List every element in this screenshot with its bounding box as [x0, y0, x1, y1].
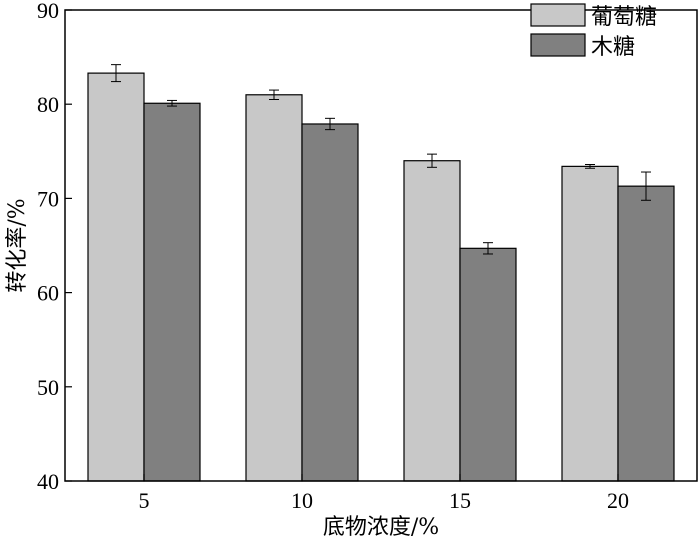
legend: 葡萄糖 木糖: [530, 3, 657, 60]
y-tick-label: 60: [37, 281, 59, 306]
y-axis-title: 转化率/%: [5, 198, 30, 292]
legend-label-glucose: 葡萄糖: [591, 5, 657, 30]
x-tick-label: 10: [291, 488, 313, 513]
y-tick-label: 80: [37, 92, 59, 117]
plot-frame: [64, 9, 698, 482]
legend-swatch-glucose: [530, 3, 586, 27]
y-tick-label: 40: [37, 469, 59, 494]
bar-series1-20: [617, 185, 675, 482]
bar-series1-5: [143, 102, 201, 482]
bar-series0-5: [87, 72, 145, 482]
legend-swatch-xylose: [530, 33, 586, 57]
x-axis-title: 底物浓度/%: [323, 515, 439, 540]
x-tick-label: 15: [449, 488, 471, 513]
y-axis: 40 50 60 70 80 90: [37, 0, 72, 494]
bar-series1-15: [459, 247, 517, 482]
bars-group: [87, 72, 675, 482]
bar-series0-10: [245, 94, 303, 482]
bar-series0-20: [561, 165, 619, 482]
x-tick-label: 5: [139, 488, 150, 513]
x-axis: 5 10 15 20: [139, 474, 629, 513]
bar-series1-10: [301, 123, 359, 482]
legend-label-xylose: 木糖: [591, 35, 635, 60]
error-bars-group: [111, 64, 651, 255]
bar-series0-15: [403, 160, 461, 482]
x-tick-label: 20: [607, 488, 629, 513]
y-tick-label: 90: [37, 0, 59, 23]
y-tick-label: 50: [37, 375, 59, 400]
y-tick-label: 70: [37, 186, 59, 211]
